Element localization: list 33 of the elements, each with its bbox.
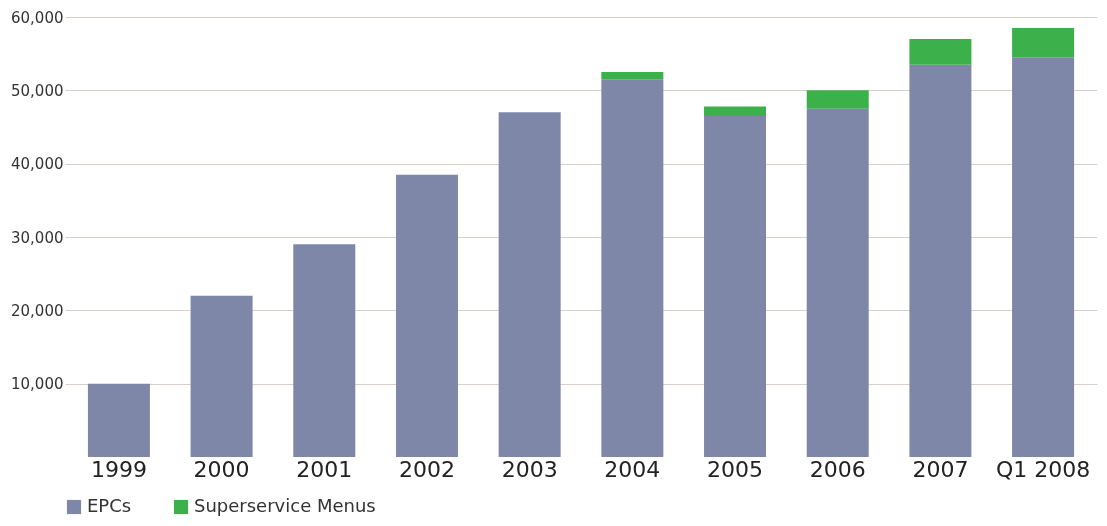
bar [806, 90, 869, 109]
bar [806, 108, 869, 457]
x-tick-label: Q1 2008 [995, 456, 1091, 482]
bar [601, 79, 664, 457]
x-tick-label: 1999 [90, 456, 147, 482]
x-tick-label: 2003 [501, 456, 558, 482]
x-tick-label: 2005 [707, 456, 764, 482]
bar [704, 106, 767, 116]
bar [1012, 28, 1075, 58]
x-tick-label: 2001 [296, 456, 353, 482]
x-tick-label: 2007 [912, 456, 969, 482]
bar [190, 295, 253, 457]
x-tick-label: 2002 [398, 456, 455, 482]
bar [1012, 57, 1075, 457]
x-tick-label: 2004 [604, 456, 661, 482]
y-tick-label: 20,000 [11, 301, 64, 320]
y-tick-label: 30,000 [11, 228, 64, 247]
y-tick-label: 10,000 [11, 375, 64, 394]
y-tick-label: 40,000 [11, 155, 64, 174]
x-tick-label: 2006 [809, 456, 866, 482]
bar [395, 174, 458, 457]
bar [293, 244, 356, 457]
bar [909, 64, 972, 457]
bar [601, 72, 664, 80]
bar [704, 116, 767, 457]
bar [498, 112, 561, 457]
legend-label: EPCs [87, 495, 132, 516]
x-tick-label: 2000 [193, 456, 250, 482]
y-tick-label: 60,000 [11, 8, 64, 27]
bar [909, 39, 972, 65]
bar [87, 383, 150, 457]
legend-label: Superservice Menus [194, 495, 376, 516]
y-tick-label: 50,000 [11, 81, 64, 100]
